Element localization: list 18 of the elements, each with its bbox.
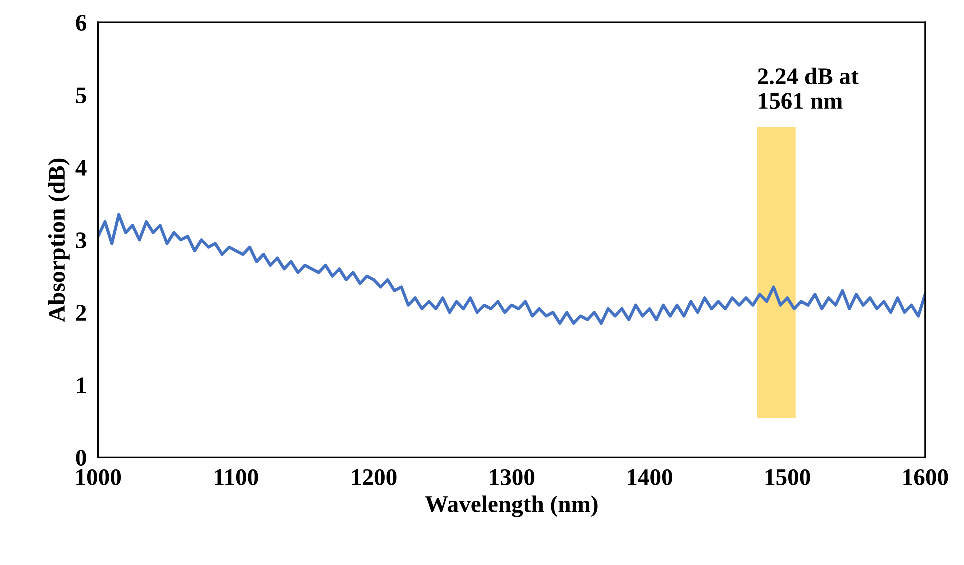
y-tick-label: 2 (76, 305, 86, 321)
x-tick-label: 1200 (352, 469, 397, 486)
y-tick-label: 1 (77, 378, 86, 394)
y-tick-label: 3 (76, 232, 86, 249)
y-tick-label: 4 (76, 160, 87, 176)
x-tick-label: 1600 (904, 469, 948, 486)
y-tick-label: 5 (76, 88, 86, 104)
x-tick-label: 1400 (628, 469, 672, 486)
y-axis-title: Absorption (dB) (48, 158, 70, 322)
y-tick-label: 6 (76, 15, 87, 32)
x-tick-label: 1300 (490, 469, 535, 486)
x-tick-label: 1000 (76, 469, 122, 486)
band-label: 2.24 dB at 1561 nm (758, 68, 859, 110)
line-series (98, 213, 926, 326)
x-tick-label: 1500 (766, 469, 810, 486)
x-tick-label: 1100 (215, 469, 258, 486)
x-axis-title: Wavelength (nm) (425, 496, 598, 518)
y-tick-label: 0 (76, 450, 86, 466)
